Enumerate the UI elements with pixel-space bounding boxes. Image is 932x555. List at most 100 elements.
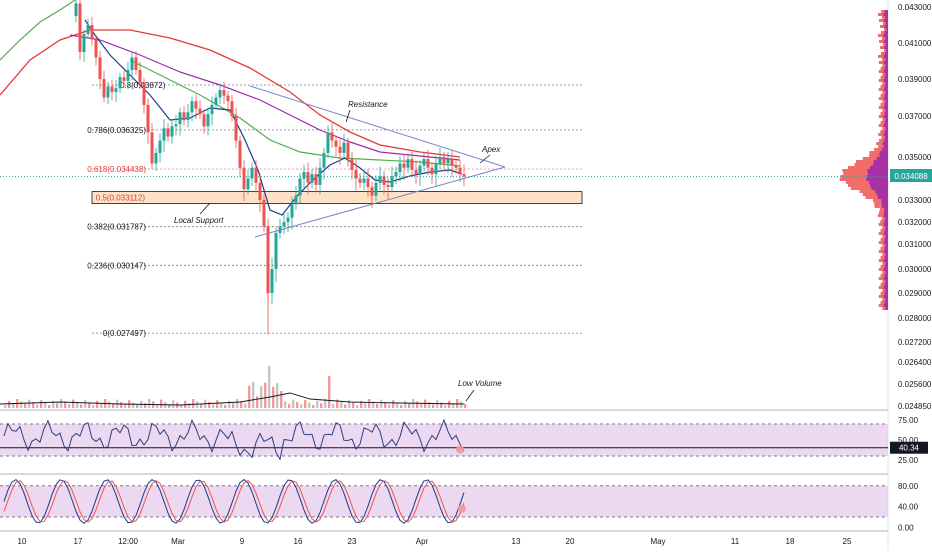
volume-profile — [839, 10, 888, 310]
volume-profile-bar-inner — [873, 160, 888, 163]
volume-bar — [100, 403, 103, 408]
volume-profile-bar — [878, 124, 888, 127]
stoch-tick-label: 0.00 — [898, 523, 914, 532]
candle-body — [138, 70, 142, 83]
candle-body — [222, 90, 226, 96]
volume-bar — [200, 403, 203, 408]
price-tick-label: 0.043000 — [898, 3, 932, 12]
volume-profile-bar — [856, 160, 888, 163]
volume-profile-bar-inner — [884, 112, 888, 115]
time-tick-label: 25 — [843, 537, 852, 546]
volume-bar — [308, 402, 311, 408]
volume-profile-bar — [882, 127, 888, 130]
volume-bar — [312, 405, 315, 408]
volume-bars — [0, 366, 467, 408]
candle-body — [126, 70, 130, 81]
volume-bar — [420, 403, 423, 408]
candle-body — [398, 163, 402, 173]
volume-bar — [384, 402, 387, 408]
volume-profile-bar — [880, 274, 888, 277]
ma-blue-line — [84, 19, 463, 216]
candle-body — [206, 114, 210, 127]
volume-bar — [120, 402, 123, 408]
candle-body — [202, 114, 206, 127]
volume-bar — [216, 400, 219, 408]
volume-profile-bar-inner — [883, 19, 888, 22]
time-tick-label: 9 — [240, 537, 245, 546]
rsi-value-label: 40.34 — [899, 444, 920, 453]
candle-body — [414, 169, 418, 175]
volume-profile-bar — [878, 250, 888, 253]
volume-profile-bar — [865, 196, 888, 199]
volume-profile-bar-inner — [885, 136, 888, 139]
volume-bar — [440, 402, 443, 408]
volume-profile-bar — [880, 292, 888, 295]
candle-body — [146, 104, 150, 133]
volume-profile-bar-inner — [883, 214, 888, 217]
time-tick-label: 10 — [18, 537, 27, 546]
candle-body — [166, 128, 170, 137]
volume-profile-bar-inner — [883, 232, 888, 235]
volume-bar — [292, 399, 295, 408]
volume-profile-bar — [862, 157, 888, 160]
volume-profile-bar-inner — [883, 40, 888, 43]
volume-bar — [236, 399, 239, 408]
local-support-arrow — [199, 202, 211, 215]
candle-body — [286, 217, 290, 222]
volume-profile-bar-inner — [881, 205, 888, 208]
candle-body — [78, 3, 82, 52]
volume-profile-bar-inner — [867, 172, 888, 175]
volume-profile-bar — [883, 22, 888, 25]
volume-bar — [80, 404, 83, 408]
volume-profile-bar-inner — [886, 49, 888, 52]
volume-profile-bar-inner — [884, 52, 888, 55]
volume-bar — [396, 402, 399, 408]
volume-bar — [144, 403, 147, 408]
candle-body — [194, 101, 198, 109]
volume-profile-bar — [876, 142, 888, 145]
volume-bar — [320, 403, 323, 408]
candle-body — [358, 178, 362, 183]
volume-profile-bar-inner — [867, 169, 888, 172]
volume-profile-bar — [878, 295, 888, 298]
volume-profile-bar-inner — [883, 211, 888, 214]
volume-profile-bar — [880, 67, 888, 70]
volume-profile-bar-inner — [885, 262, 888, 265]
time-tick-label: 23 — [348, 537, 357, 546]
candle-body — [182, 112, 186, 121]
volume-bar — [88, 402, 91, 408]
candle-body — [390, 176, 394, 188]
volume-bar — [460, 401, 463, 408]
stoch-band — [0, 485, 888, 517]
volume-bar — [372, 401, 375, 408]
volume-bar — [240, 401, 243, 408]
volume-bar — [340, 402, 343, 408]
volume-profile-bar — [880, 85, 888, 88]
candle-body — [458, 167, 462, 175]
volume-profile-bar-inner — [885, 280, 888, 283]
rsi-tick-label: 50.00 — [898, 436, 919, 445]
volume-bar — [8, 400, 11, 408]
candle-body — [338, 146, 342, 153]
volume-profile-bar — [878, 79, 888, 82]
candle-body — [190, 101, 194, 113]
volume-bar — [60, 399, 63, 408]
volume-bar — [228, 400, 231, 408]
volume-bar — [448, 400, 451, 408]
volume-profile-bar-inner — [885, 37, 888, 40]
current-price-tag: 0.034088 — [890, 169, 932, 182]
volume-profile-bar — [874, 205, 888, 208]
volume-profile-bar — [882, 37, 888, 40]
candle-body — [162, 128, 166, 141]
volume-bar — [376, 403, 379, 408]
volume-bar — [208, 402, 211, 408]
candle-body — [170, 126, 174, 137]
candle-body — [354, 169, 358, 179]
volume-profile-bar-inner — [885, 16, 888, 19]
volume-profile-bar-inner — [883, 139, 888, 142]
candle-body — [430, 167, 434, 175]
resistance-arrow — [345, 109, 351, 123]
candle-body — [238, 140, 242, 168]
